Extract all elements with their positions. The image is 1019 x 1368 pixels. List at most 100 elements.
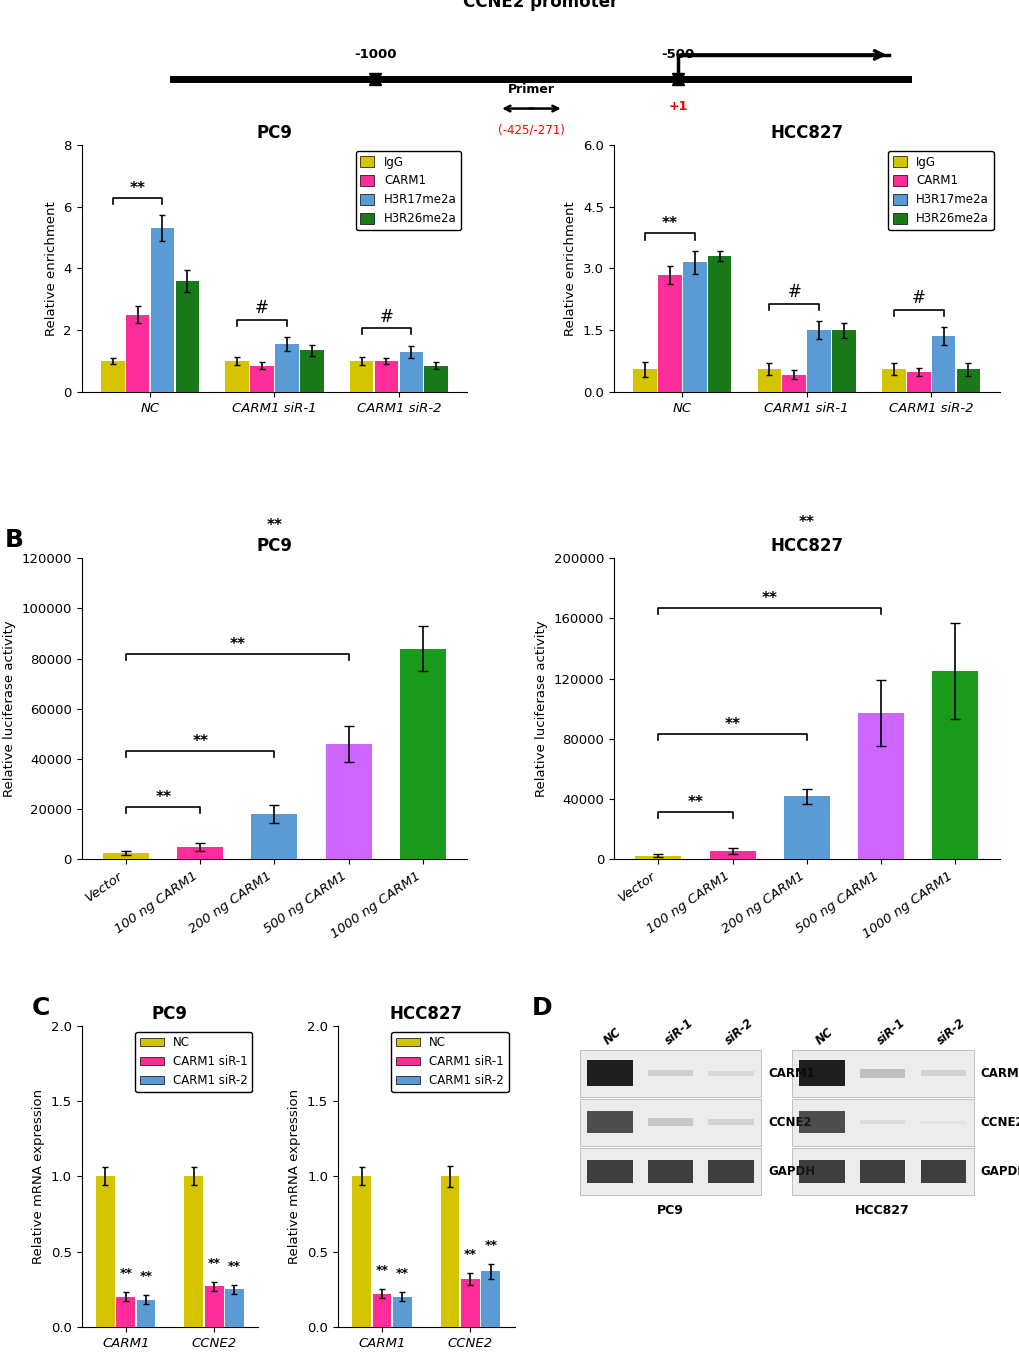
Bar (300, 350, 323, 391)
Bar (708, 1071, 753, 1075)
Bar (931, 337, 955, 391)
Text: **: ** (375, 1264, 388, 1278)
Bar (275, 343, 299, 391)
Bar (399, 648, 445, 859)
Bar (657, 275, 681, 391)
Bar (920, 1160, 965, 1183)
Y-axis label: Relative luciferase activity: Relative luciferase activity (3, 621, 16, 798)
Bar (399, 352, 423, 391)
Text: **: ** (119, 1267, 132, 1280)
Legend: IgG, CARM1, H3R17me2a, H3R26me2a: IgG, CARM1, H3R17me2a, H3R26me2a (356, 150, 461, 230)
Y-axis label: Relative luciferase activity: Relative luciferase activity (535, 621, 547, 798)
Bar (137, 1300, 155, 1327)
Text: CARM1: CARM1 (979, 1067, 1019, 1079)
Bar (461, 1279, 479, 1327)
Bar (707, 256, 731, 391)
Legend: NC, CARM1 siR-1, CARM1 siR-2: NC, CARM1 siR-1, CARM1 siR-2 (136, 1031, 252, 1092)
Bar (683, 263, 706, 391)
Bar (709, 851, 755, 859)
Bar (177, 847, 223, 859)
Bar (325, 744, 371, 859)
Bar (920, 1120, 965, 1123)
Bar (250, 365, 273, 391)
Text: **: ** (208, 1257, 220, 1270)
Text: **: ** (761, 591, 776, 606)
Bar (791, 1148, 973, 1194)
Title: HCC827: HCC827 (769, 538, 843, 555)
Bar (175, 280, 199, 391)
Bar (424, 365, 447, 391)
Legend: NC, CARM1 siR-1, CARM1 siR-2: NC, CARM1 siR-1, CARM1 siR-2 (391, 1031, 508, 1092)
Text: CARM1: CARM1 (767, 1067, 814, 1079)
Y-axis label: Relative mRNA expression: Relative mRNA expression (33, 1089, 45, 1264)
Bar (635, 855, 681, 859)
Bar (799, 1111, 844, 1133)
Text: -500: -500 (661, 48, 694, 62)
Text: **: ** (155, 789, 171, 804)
Text: C: C (32, 996, 50, 1019)
Text: #: # (787, 283, 801, 301)
Bar (799, 1160, 844, 1183)
Bar (116, 1297, 135, 1327)
Bar (859, 1120, 905, 1124)
Text: **: ** (266, 518, 282, 534)
Text: **: ** (228, 1260, 240, 1272)
Bar (633, 369, 656, 391)
Bar (125, 315, 149, 391)
Bar (392, 1297, 412, 1327)
Bar (350, 361, 373, 391)
Bar (782, 375, 805, 391)
Bar (205, 1286, 223, 1327)
Bar (184, 1176, 203, 1327)
Bar (881, 369, 905, 391)
Bar (372, 1294, 391, 1327)
Text: siR-1: siR-1 (873, 1016, 907, 1048)
Text: **: ** (193, 733, 208, 748)
Bar (931, 672, 977, 859)
Title: PC9: PC9 (152, 1005, 187, 1023)
Bar (96, 1176, 115, 1327)
Bar (799, 1060, 844, 1086)
Bar (587, 1060, 632, 1086)
Title: HCC827: HCC827 (769, 124, 843, 142)
Text: **: ** (129, 181, 146, 196)
Bar (103, 854, 149, 859)
Text: CCNE2: CCNE2 (767, 1116, 811, 1129)
Text: **: ** (798, 516, 814, 531)
Text: +1: +1 (668, 100, 687, 114)
Text: CCNE2: CCNE2 (979, 1116, 1019, 1129)
Text: GAPDH: GAPDH (767, 1166, 814, 1178)
Text: A: A (17, 0, 37, 5)
Text: siR-1: siR-1 (661, 1016, 695, 1048)
Text: #: # (379, 308, 393, 326)
Text: NC: NC (601, 1026, 624, 1048)
Y-axis label: Relative enrichment: Relative enrichment (564, 201, 577, 335)
Bar (857, 713, 903, 859)
Text: siR-2: siR-2 (722, 1016, 756, 1048)
Bar (757, 369, 781, 391)
Text: -1000: -1000 (354, 48, 396, 62)
Bar (101, 361, 124, 391)
Bar (859, 1160, 905, 1183)
Text: siR-2: siR-2 (934, 1016, 968, 1048)
Bar (708, 1119, 753, 1124)
Bar (587, 1160, 632, 1183)
Bar (481, 1271, 499, 1327)
Text: CCNE2 promoter: CCNE2 promoter (463, 0, 618, 11)
Legend: IgG, CARM1, H3R17me2a, H3R26me2a: IgG, CARM1, H3R17me2a, H3R26me2a (887, 150, 993, 230)
Bar (708, 1160, 753, 1183)
Bar (906, 372, 929, 391)
Bar (579, 1148, 761, 1194)
Text: (-425/-271): (-425/-271) (497, 123, 565, 137)
Y-axis label: Relative enrichment: Relative enrichment (45, 201, 58, 335)
Text: **: ** (484, 1238, 497, 1252)
Bar (783, 796, 828, 859)
Bar (832, 330, 855, 391)
Text: **: ** (464, 1248, 477, 1261)
Bar (579, 1049, 761, 1097)
Text: #: # (255, 300, 269, 317)
Text: **: ** (723, 717, 740, 732)
Text: B: B (4, 528, 23, 553)
Text: **: ** (395, 1267, 409, 1280)
Bar (647, 1070, 693, 1077)
